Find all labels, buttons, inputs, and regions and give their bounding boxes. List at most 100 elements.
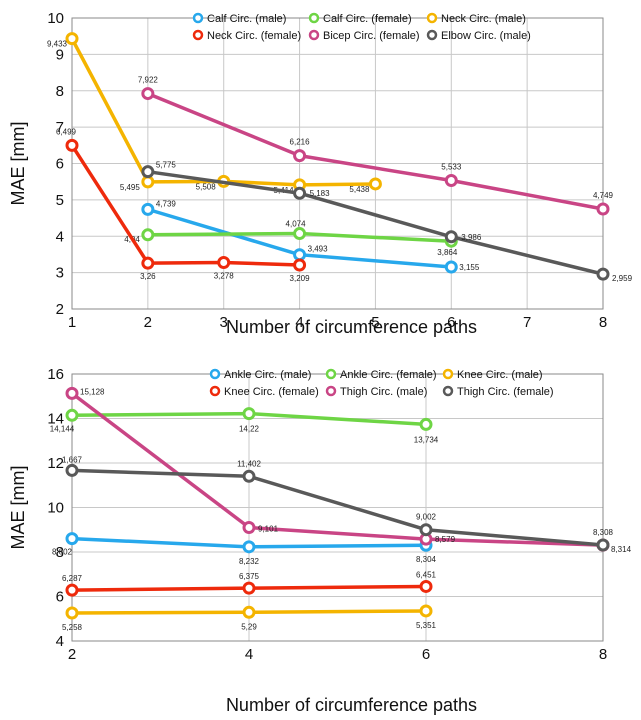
data-label: 5,183 (310, 189, 331, 198)
data-point (598, 540, 608, 550)
series-0: 8,602 8,232 8,304 (52, 534, 437, 566)
legend-item: Bicep Circ. (female) (310, 30, 420, 42)
data-label: 5,351 (416, 621, 437, 630)
series-5: 5,775 5,183 3,986 2,959 (143, 161, 633, 283)
y-tick-label: 10 (47, 10, 64, 27)
series-3: 6,499 3,26 3,278 3,209 (56, 127, 310, 283)
data-label: 5,438 (349, 185, 370, 194)
data-point (295, 151, 305, 161)
data-point (67, 388, 77, 398)
data-point (67, 585, 77, 595)
data-label: 11,402 (237, 459, 261, 468)
data-point (295, 188, 305, 198)
legend-item: Ankle Circ. (male) (211, 369, 311, 381)
data-label: 4,749 (593, 191, 614, 200)
data-point (446, 175, 456, 185)
legend-marker (327, 370, 335, 378)
data-point (244, 542, 254, 552)
legend-label: Thigh Circ. (female) (457, 386, 554, 398)
legend-label: Calf Circ. (male) (207, 13, 286, 25)
chart-bottom: 468101214162 4 6 8Number of circumference p… (0, 355, 641, 720)
data-point (295, 250, 305, 260)
data-label: 3,278 (214, 272, 235, 281)
data-point (370, 179, 380, 189)
data-label: 6,287 (62, 574, 83, 583)
x-axis-title: Number of circumference paths (226, 695, 477, 715)
data-point (219, 258, 229, 268)
series-2: 9,4335,495 5,508 5,414 5,438 (47, 34, 380, 195)
legend-marker (444, 370, 452, 378)
data-point (67, 410, 77, 420)
data-label: 3,155 (459, 263, 480, 272)
legend-label: Ankle Circ. (male) (224, 369, 311, 381)
legend-marker (428, 31, 436, 39)
data-label: 8,602 (52, 548, 73, 557)
legend: Ankle Circ. (male) Ankle Circ. (female) Kn… (211, 369, 554, 398)
y-tick-label: 16 (47, 366, 64, 383)
legend-marker (428, 14, 436, 22)
data-label: 15,128 (80, 387, 105, 396)
legend-marker (194, 31, 202, 39)
data-label: 5,533 (441, 162, 462, 171)
y-axis-title: MAE [mm] (8, 466, 28, 550)
data-point (598, 269, 608, 279)
legend-label: Neck Circ. (male) (441, 13, 526, 25)
data-point (421, 525, 431, 535)
legend-label: Elbow Circ. (male) (441, 30, 531, 42)
legend-item: Knee Circ. (female) (211, 386, 319, 398)
data-label: 3,864 (437, 248, 458, 257)
x-axis-title: Number of circumference paths (226, 317, 477, 337)
data-label: 8,308 (593, 528, 614, 537)
data-point (143, 89, 153, 99)
data-point (446, 232, 456, 242)
x-tick-label: 4 (245, 646, 253, 663)
legend-label: Knee Circ. (male) (457, 369, 543, 381)
legend-marker (211, 387, 219, 395)
data-point (244, 523, 254, 533)
y-tick-label: 9 (56, 46, 64, 63)
data-label: 2,959 (612, 274, 633, 283)
data-label: 8,579 (435, 535, 456, 544)
legend-item: Calf Circ. (male) (194, 13, 286, 25)
data-label: 8,304 (416, 555, 437, 564)
y-tick-label: 3 (56, 265, 64, 282)
data-point (143, 258, 153, 268)
data-point (143, 230, 153, 240)
data-label: 5,508 (196, 182, 217, 191)
x-tick-label: 2 (144, 314, 152, 331)
chart-top: 23456789101 2 3 4 5 6 7 8Number of circumferenc… (0, 0, 641, 355)
y-axis-title: MAE [mm] (8, 122, 28, 206)
y-tick-label: 5 (56, 192, 64, 209)
data-label: 6,451 (416, 570, 437, 579)
data-point (244, 607, 254, 617)
legend-item: Thigh Circ. (male) (327, 386, 427, 398)
legend-item: Neck Circ. (female) (194, 30, 301, 42)
data-label: 3,209 (290, 274, 311, 283)
data-label: 13,734 (414, 435, 439, 444)
data-label: 3,26 (140, 272, 156, 281)
legend-marker (310, 14, 318, 22)
x-tick-label: 2 (68, 646, 76, 663)
legend-label: Ankle Circ. (female) (340, 369, 437, 381)
data-point (244, 471, 254, 481)
legend-label: Bicep Circ. (female) (323, 30, 420, 42)
data-label: 5,495 (120, 183, 141, 192)
data-label: 9,433 (47, 40, 68, 49)
series-4: 15,128 9,101 8,579 8,308 (67, 387, 614, 550)
data-label: 5,258 (62, 623, 83, 632)
data-label: 5,775 (156, 161, 177, 170)
data-label: 6,375 (239, 572, 260, 581)
legend-item: Elbow Circ. (male) (428, 30, 531, 42)
data-label: 3,986 (461, 233, 482, 242)
y-tick-label: 4 (56, 633, 64, 650)
data-point (295, 260, 305, 270)
data-point (67, 465, 77, 475)
data-label: 6,499 (56, 127, 77, 136)
legend-item: Ankle Circ. (female) (327, 369, 437, 381)
data-point (598, 204, 608, 214)
series-5: 1,667 11,402 9,002 8,314 (62, 455, 632, 554)
data-point (67, 140, 77, 150)
x-tick-label: 8 (599, 314, 607, 331)
y-tick-label: 8 (56, 83, 64, 100)
data-point (421, 419, 431, 429)
